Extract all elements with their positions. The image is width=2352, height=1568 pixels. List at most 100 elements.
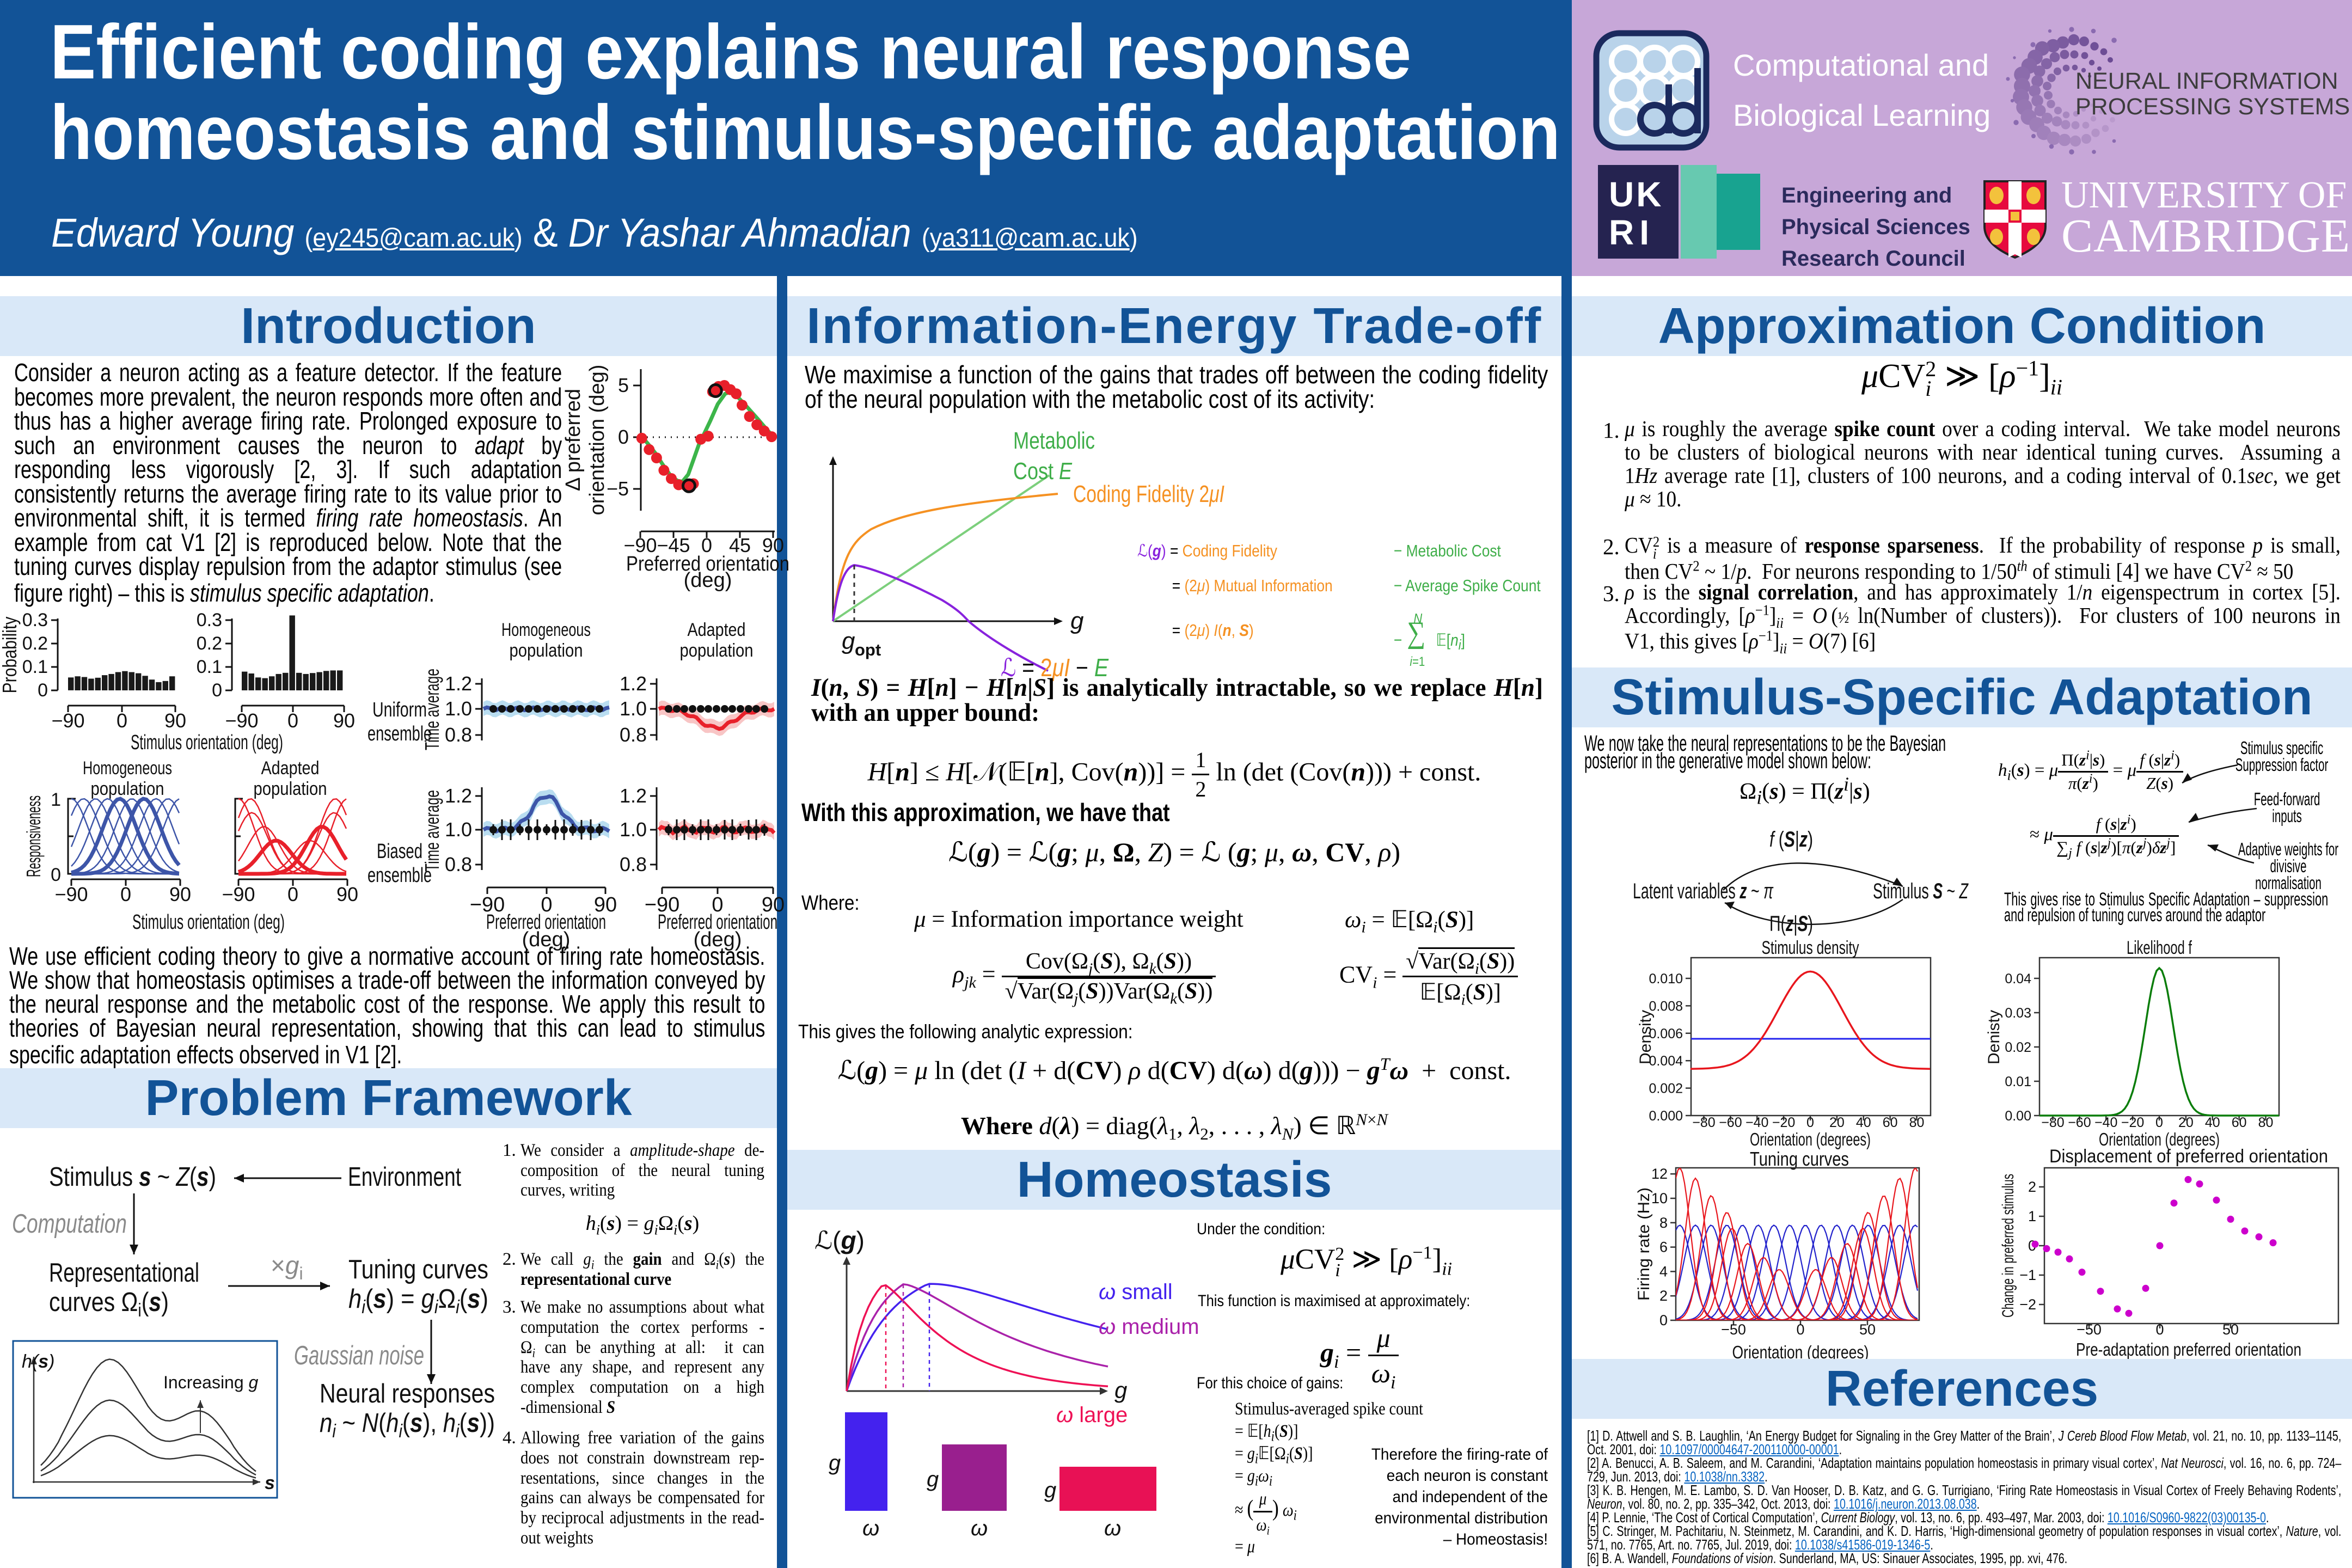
- svg-text:90: 90: [336, 883, 358, 905]
- svg-text:Probability: Probability: [0, 617, 21, 694]
- svg-text:80: 80: [1909, 1115, 1925, 1130]
- svg-text:−20: −20: [2121, 1115, 2144, 1130]
- svg-text:−60: −60: [1719, 1115, 1742, 1130]
- svg-text:−90: −90: [51, 709, 84, 732]
- svg-text:ω large: ω large: [1056, 1403, 1128, 1427]
- svg-text:Pre-adaptation preferred orien: Pre-adaptation preferred orientation: [2076, 1339, 2301, 1359]
- svg-text:Preferred orientation: Preferred orientation: [486, 911, 606, 934]
- svg-text:population: population: [680, 640, 754, 661]
- svg-text:90: 90: [169, 883, 191, 905]
- svg-text:Homogeneous: Homogeneous: [83, 758, 172, 779]
- svg-text:90: 90: [594, 893, 617, 916]
- svg-text:0: 0: [120, 883, 131, 905]
- svg-text:−50: −50: [2077, 1321, 2102, 1338]
- svg-text:opt: opt: [855, 640, 881, 659]
- svg-text:Orientation (degrees): Orientation (degrees): [2099, 1129, 2220, 1149]
- svg-text:Δ preferred: Δ preferred: [562, 389, 585, 491]
- svg-text:1.0: 1.0: [445, 697, 472, 720]
- svg-text:Responsiveness: Responsiveness: [22, 795, 45, 877]
- svg-text:0.8: 0.8: [445, 724, 472, 746]
- svg-text:1: 1: [51, 789, 61, 810]
- svg-text:−2: −2: [2019, 1296, 2036, 1313]
- svg-text:50: 50: [2222, 1321, 2239, 1338]
- svg-text:−40: −40: [1745, 1115, 1768, 1130]
- svg-text:0: 0: [701, 534, 712, 556]
- svg-text:20: 20: [1829, 1115, 1845, 1130]
- svg-text:1.2: 1.2: [445, 672, 472, 695]
- svg-text:0: 0: [1806, 1115, 1814, 1130]
- svg-text:0.04: 0.04: [2005, 971, 2031, 987]
- svg-text:−60: −60: [2068, 1115, 2091, 1130]
- svg-text:90: 90: [333, 709, 355, 732]
- svg-text:0: 0: [287, 709, 298, 732]
- svg-text:Adapted: Adapted: [688, 620, 746, 640]
- svg-text:0.002: 0.002: [1649, 1081, 1683, 1097]
- svg-text:Adapted: Adapted: [261, 758, 320, 779]
- svg-text:−90: −90: [54, 883, 88, 905]
- svg-text:ω small: ω small: [1099, 1280, 1173, 1304]
- svg-text:0.3: 0.3: [22, 610, 48, 630]
- svg-text:g: g: [1114, 1377, 1127, 1403]
- svg-text:0.006: 0.006: [1649, 1026, 1683, 1042]
- svg-text:Gaussian noise: Gaussian noise: [294, 1341, 424, 1370]
- svg-text:hi(s) = giΩi(s): hi(s) = giΩi(s): [348, 1284, 488, 1318]
- svg-text:s: s: [265, 1473, 275, 1493]
- svg-text:Biased: Biased: [377, 840, 422, 863]
- svg-text:g: g: [829, 1451, 841, 1475]
- svg-text:0: 0: [1796, 1321, 1804, 1338]
- svg-text:ℒ(g): ℒ(g): [814, 1226, 865, 1254]
- svg-text:Increasing g: Increasing g: [163, 1373, 259, 1392]
- svg-text:0.8: 0.8: [620, 853, 647, 875]
- svg-text:−90: −90: [225, 709, 258, 732]
- svg-text:h(s): h(s): [22, 1351, 54, 1372]
- svg-text:Stimulus density: Stimulus density: [1762, 938, 1859, 958]
- svg-text:0.8: 0.8: [620, 724, 647, 746]
- svg-text:40: 40: [2205, 1115, 2220, 1130]
- svg-text:g: g: [842, 628, 855, 654]
- svg-text:Orientation (degrees): Orientation (degrees): [1750, 1129, 1871, 1149]
- svg-text:Cost E: Cost E: [1013, 458, 1073, 485]
- svg-text:0.01: 0.01: [2005, 1074, 2031, 1089]
- svg-text:Tuning curves: Tuning curves: [1750, 1148, 1849, 1170]
- svg-text:−90: −90: [624, 534, 657, 556]
- svg-text:20: 20: [2178, 1115, 2194, 1130]
- svg-text:10: 10: [1651, 1190, 1668, 1206]
- svg-text:RI: RI: [1609, 213, 1655, 252]
- svg-text:population: population: [510, 640, 583, 661]
- svg-text:1.2: 1.2: [445, 785, 472, 807]
- svg-text:−45: −45: [657, 534, 690, 556]
- svg-text:Tuning curves: Tuning curves: [348, 1255, 488, 1284]
- svg-text:−1: −1: [2019, 1267, 2036, 1283]
- svg-text:0: 0: [2155, 1115, 2163, 1130]
- svg-text:(deg): (deg): [694, 928, 742, 951]
- svg-text:1.2: 1.2: [620, 785, 647, 807]
- svg-text:1.0: 1.0: [445, 818, 472, 841]
- svg-text:Uniform: Uniform: [372, 699, 427, 721]
- svg-text:population: population: [91, 779, 164, 799]
- svg-text:Time average: Time average: [421, 669, 443, 750]
- svg-text:−80: −80: [2041, 1115, 2064, 1130]
- svg-text:0: 0: [117, 709, 127, 732]
- svg-text:(deg): (deg): [522, 928, 571, 951]
- svg-text:0: 0: [287, 883, 298, 905]
- svg-text:ω: ω: [971, 1516, 988, 1540]
- svg-text:0.02: 0.02: [2005, 1040, 2031, 1055]
- svg-text:Stimulus S ~ Z: Stimulus S ~ Z: [1873, 879, 1969, 903]
- svg-text:5: 5: [618, 374, 629, 396]
- svg-text:UK: UK: [1609, 175, 1663, 214]
- svg-text:0.010: 0.010: [1649, 971, 1683, 987]
- svg-text:Orientation (degrees): Orientation (degrees): [1732, 1342, 1869, 1362]
- svg-text:population: population: [254, 779, 327, 799]
- svg-text:40: 40: [1856, 1115, 1871, 1130]
- svg-text:0.3: 0.3: [197, 610, 222, 630]
- svg-text:60: 60: [1883, 1115, 1898, 1130]
- svg-text:90: 90: [164, 709, 186, 732]
- svg-text:Denisty: Denisty: [1985, 1010, 2003, 1064]
- svg-text:ensemble: ensemble: [367, 722, 432, 745]
- svg-text:Time average: Time average: [421, 790, 443, 872]
- svg-text:60: 60: [2232, 1115, 2247, 1130]
- svg-text:2: 2: [2028, 1179, 2036, 1195]
- svg-text:0: 0: [38, 680, 48, 701]
- svg-text:Π(z|S): Π(z|S): [1769, 912, 1813, 936]
- svg-text:curves Ωi(s): curves Ωi(s): [49, 1288, 169, 1321]
